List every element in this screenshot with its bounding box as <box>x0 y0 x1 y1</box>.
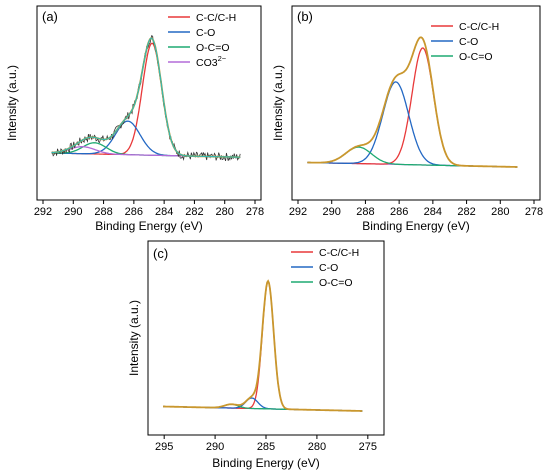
legend-label: C-C/C-H <box>196 12 236 24</box>
legend-label: CO32− <box>196 54 227 69</box>
series-line-0 <box>163 280 363 412</box>
x-tick-label: 280 <box>491 206 509 218</box>
x-axis-title: Binding Energy (eV) <box>212 456 319 470</box>
legend-superscript: 2− <box>218 54 227 63</box>
x-tick-label: 280 <box>308 441 326 453</box>
envelope-line <box>307 36 518 168</box>
curves <box>51 34 241 162</box>
panel-label: (a) <box>42 9 58 24</box>
x-tick-label: 286 <box>125 206 143 218</box>
x-ticks: 292 290 288 286 284 282 280 278 <box>289 200 543 218</box>
x-ticks: 292 290 288 286 284 282 280 278 <box>34 200 264 218</box>
x-tick-label: 288 <box>94 206 112 218</box>
legend: C-C/C-H C-O O-C=O <box>431 21 499 63</box>
legend-label: C-C/C-H <box>319 247 359 259</box>
panel-label: (c) <box>153 246 168 261</box>
x-tick-label: 292 <box>34 206 52 218</box>
plot-frame <box>291 5 541 201</box>
x-tick-label: 278 <box>246 206 264 218</box>
curves <box>307 36 518 168</box>
legend-label: O-C=O <box>196 42 230 54</box>
x-tick-label: 284 <box>155 206 173 218</box>
legend-label: C-O <box>196 27 215 39</box>
x-axis-title: Binding Energy (eV) <box>362 219 469 233</box>
panel-b: (b) 292 290 288 286 284 282 280 278 Binding Ene… <box>271 5 543 233</box>
x-tick-label: 285 <box>257 441 275 453</box>
legend-label: O-C=O <box>459 51 493 63</box>
fit-line <box>51 37 241 158</box>
x-tick-label: 286 <box>390 206 408 218</box>
x-tick-label: 282 <box>457 206 475 218</box>
plot-frame <box>147 240 385 436</box>
y-axis-title: Intensity (a.u.) <box>127 300 141 376</box>
legend-label: C-O <box>319 262 338 274</box>
series-line-0 <box>307 47 518 168</box>
x-tick-label: 280 <box>216 206 234 218</box>
x-tick-label: 290 <box>206 441 224 453</box>
x-tick-label: 275 <box>359 441 377 453</box>
x-ticks: 295 290 285 280 275 <box>155 435 377 453</box>
x-axis-title: Binding Energy (eV) <box>95 219 202 233</box>
curves <box>163 279 363 412</box>
x-tick-label: 290 <box>323 206 341 218</box>
legend: C-C/C-H C-O O-C=O <box>291 247 359 289</box>
legend-label: C-C/C-H <box>459 21 499 33</box>
x-tick-label: 292 <box>289 206 307 218</box>
panel-c: (c) 295 290 285 280 275 Binding Energy (eV) … <box>127 240 385 470</box>
x-tick-label: 295 <box>155 441 173 453</box>
legend-label: C-O <box>459 36 478 48</box>
x-tick-label: 290 <box>64 206 82 218</box>
envelope-line <box>163 279 363 412</box>
panel-label: (b) <box>297 9 313 24</box>
panel-a: (a) 292 290 288 286 284 282 280 278 Binding Ene… <box>5 5 264 233</box>
x-tick-label: 288 <box>356 206 374 218</box>
plot-frame <box>36 5 262 201</box>
y-axis-title: Intensity (a.u.) <box>5 65 19 141</box>
y-axis-title: Intensity (a.u.) <box>271 65 285 141</box>
legend-label: O-C=O <box>319 277 353 289</box>
x-tick-label: 278 <box>525 206 543 218</box>
x-tick-label: 284 <box>424 206 442 218</box>
x-tick-label: 282 <box>185 206 203 218</box>
